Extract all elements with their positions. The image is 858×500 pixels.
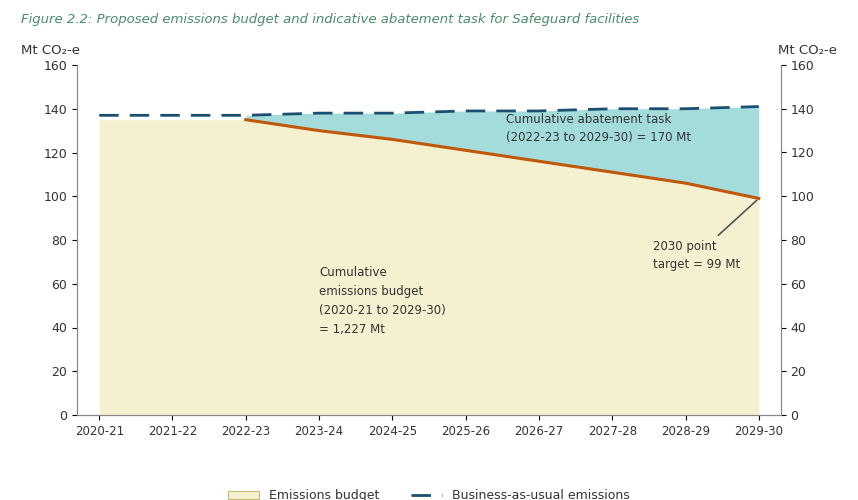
- Text: Cumulative abatement task
(2022-23 to 2029-30) = 170 Mt: Cumulative abatement task (2022-23 to 20…: [506, 113, 691, 144]
- Text: Mt CO₂-e: Mt CO₂-e: [21, 44, 81, 58]
- Text: Mt CO₂-e: Mt CO₂-e: [777, 44, 837, 58]
- Legend: Emissions budget, Abatement task, Business-as-usual emissions, Emissions decline: Emissions budget, Abatement task, Busine…: [223, 484, 635, 500]
- Text: Figure 2.2: Proposed emissions budget and indicative abatement task for Safeguar: Figure 2.2: Proposed emissions budget an…: [21, 12, 640, 26]
- Text: 2030 point
target = 99 Mt: 2030 point target = 99 Mt: [653, 200, 757, 271]
- Text: Cumulative
emissions budget
(2020-21 to 2029-30)
= 1,227 Mt: Cumulative emissions budget (2020-21 to …: [319, 266, 446, 336]
